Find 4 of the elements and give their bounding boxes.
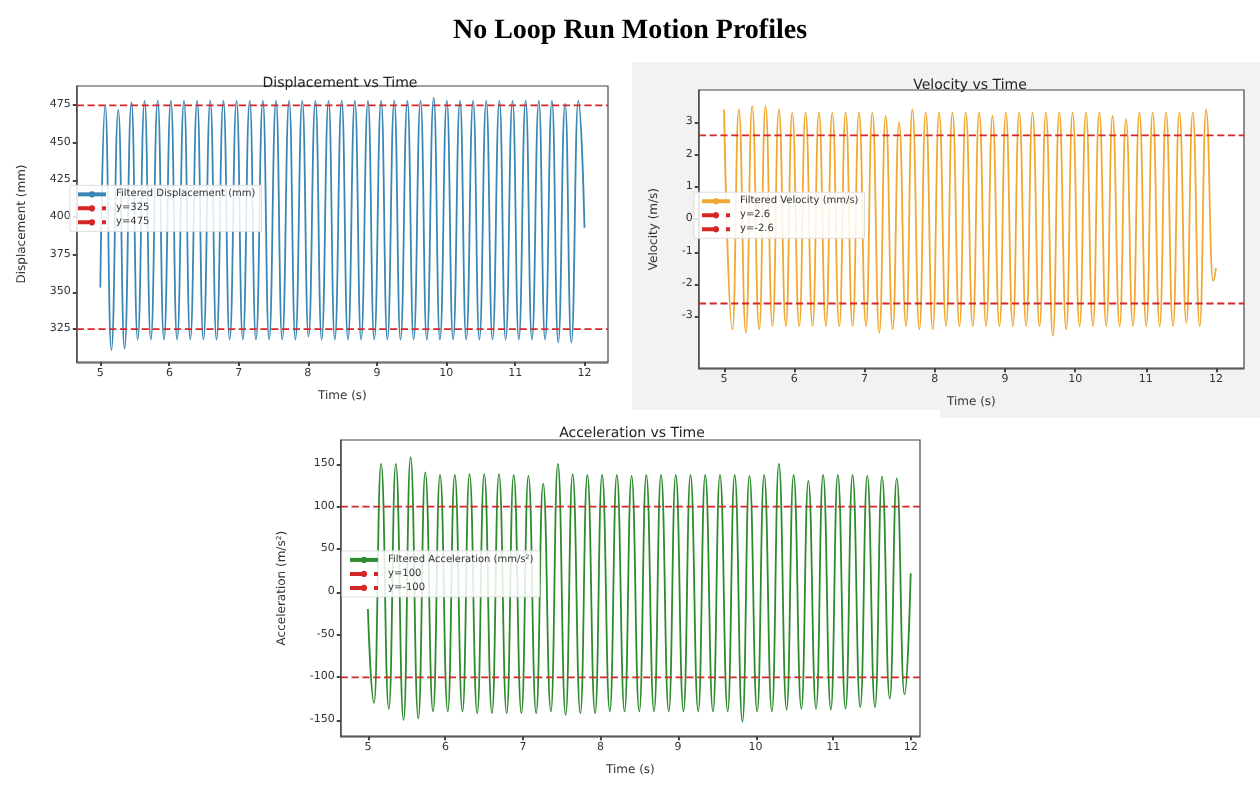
line-series — [99, 97, 586, 351]
text: No Loop Run Motion Profiles — [450, 16, 810, 48]
line-series — [723, 105, 1217, 337]
line-series — [367, 456, 912, 723]
